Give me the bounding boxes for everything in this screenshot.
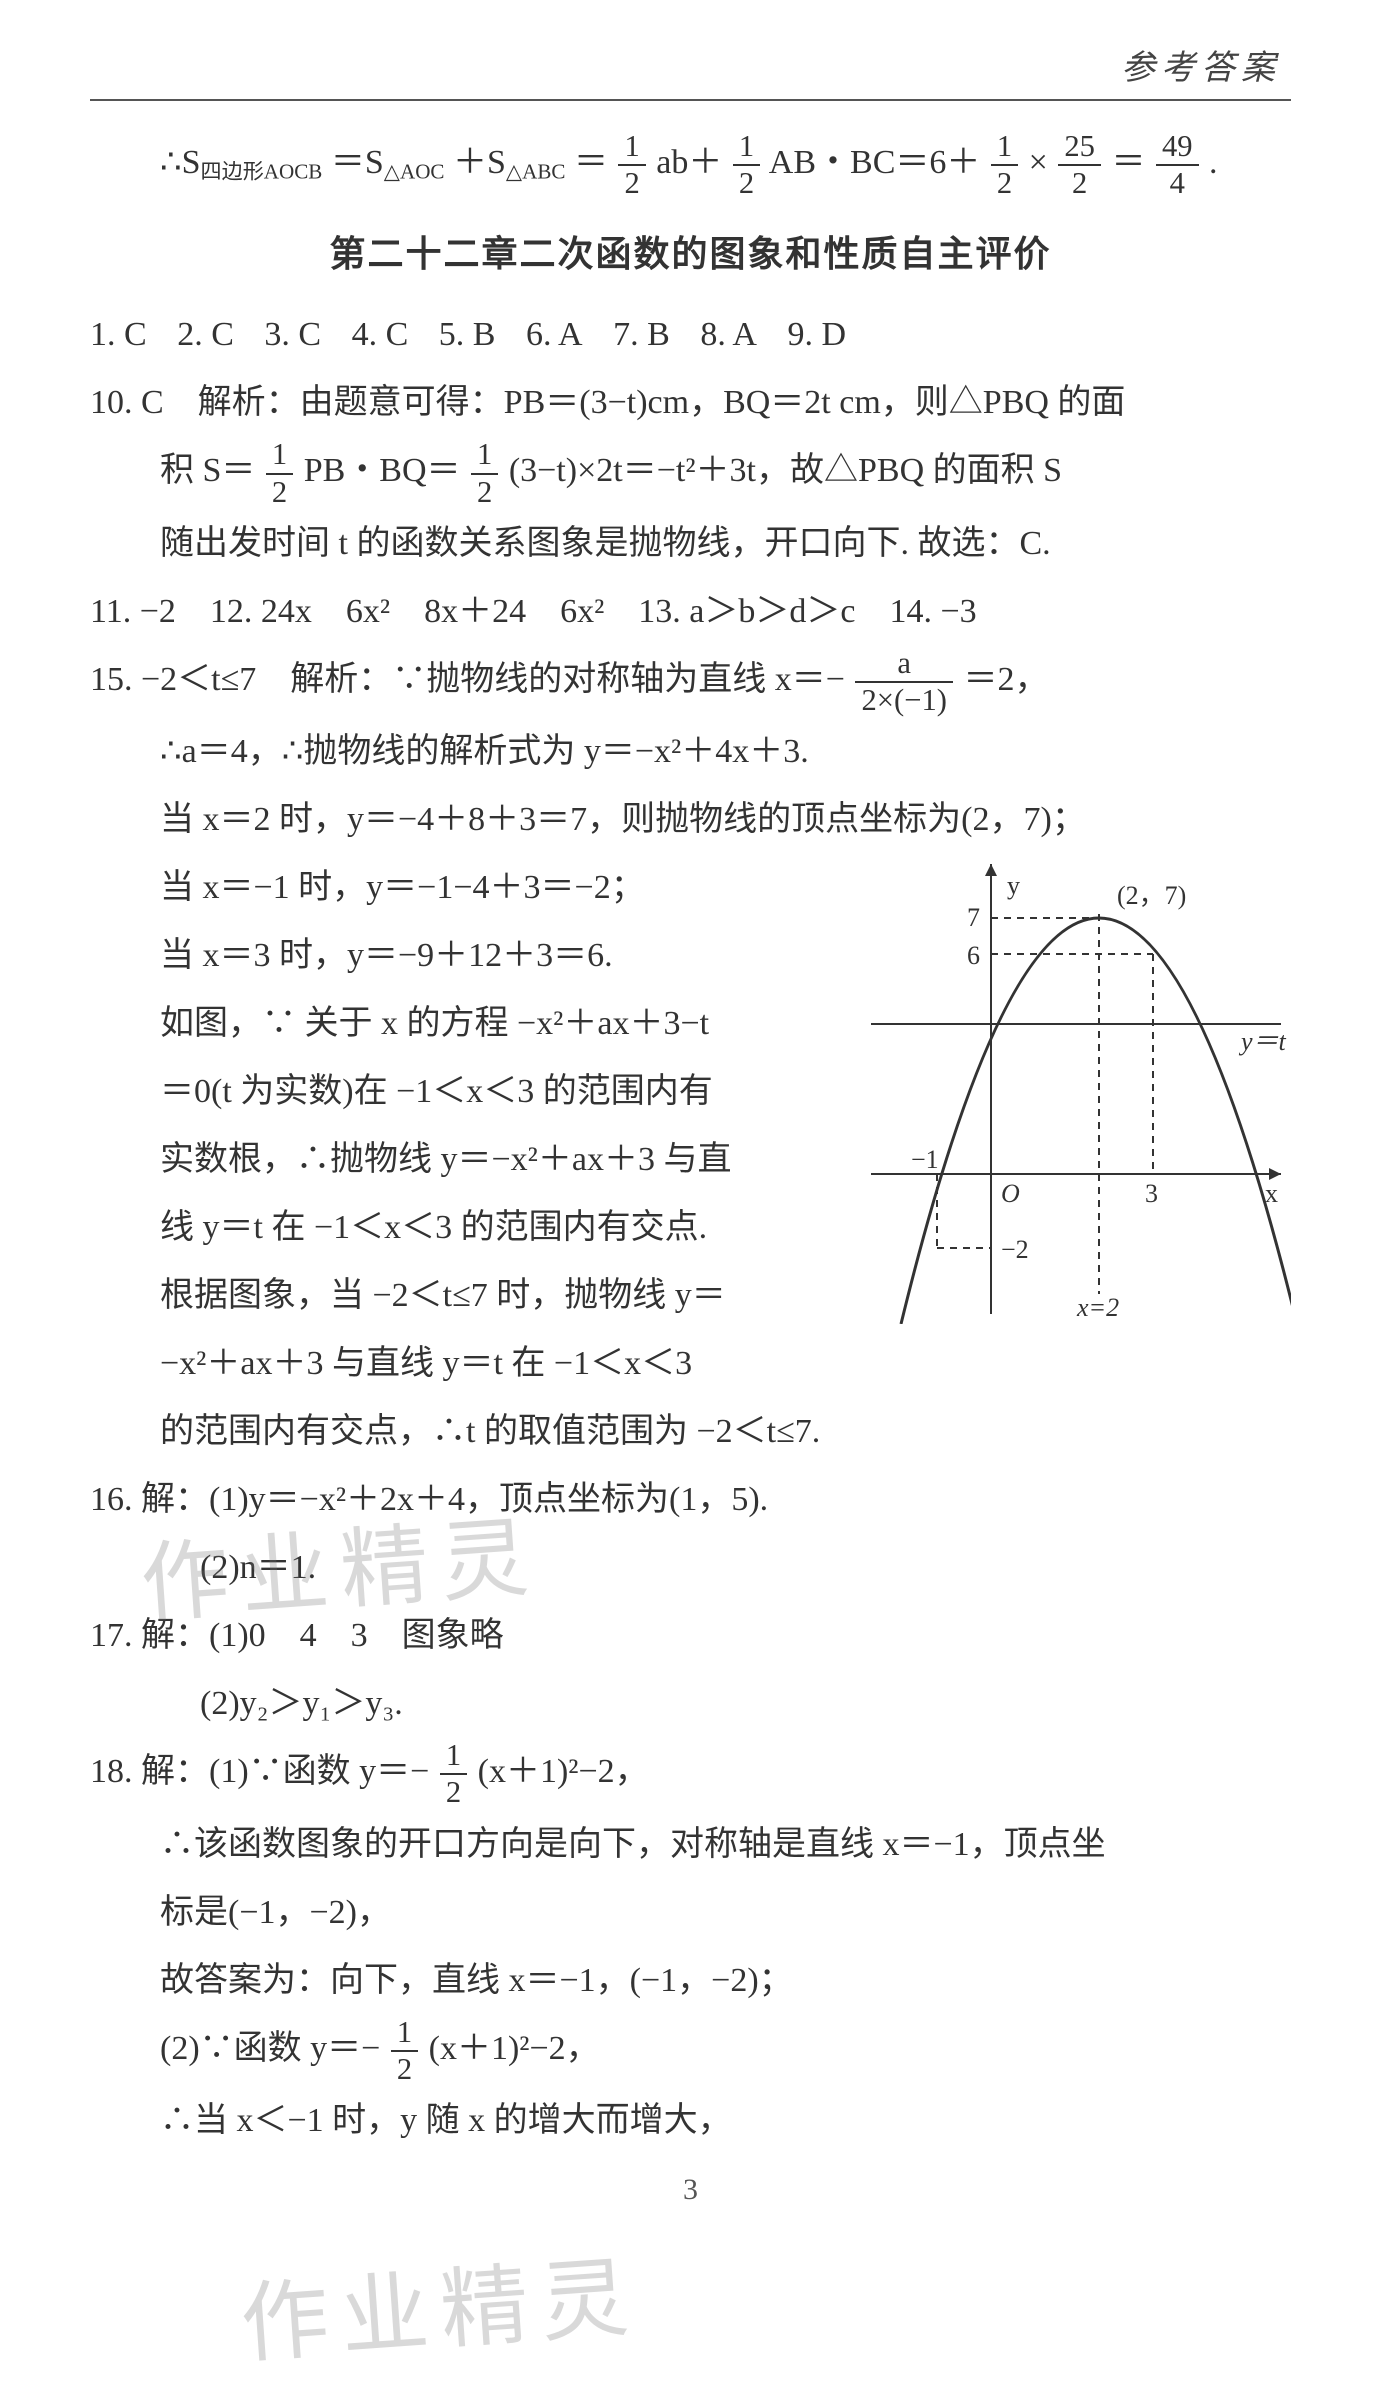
fig-xeq2: x=2 — [1076, 1293, 1119, 1322]
t-mid: ＝ — [574, 144, 608, 181]
t-plus: ＋S — [453, 144, 506, 181]
t-sub2: △AOC — [384, 159, 445, 183]
q17-l2: (2)y₂＞y₁＞y₃. — [90, 1670, 1291, 1738]
q10-l3: 随出发时间 t 的函数关系图象是抛物线，开口向下. 故选：C. — [90, 510, 1291, 578]
fig-origin: O — [1001, 1179, 1020, 1208]
fig-x3: 3 — [1145, 1179, 1158, 1208]
t-dot: . — [1209, 144, 1218, 181]
topline: ∴S四边形AOCB ＝S△AOC ＋S△ABC ＝ 12 ab＋ 12 AB・B… — [90, 129, 1291, 201]
fig-xm1: −1 — [911, 1145, 939, 1174]
t-eq2: ＝ — [1111, 144, 1145, 181]
answers-row: 1. C 2. C 3. C 4. C 5. B 6. A 7. B 8. A … — [90, 301, 1291, 369]
t-sub3: △ABC — [506, 159, 566, 183]
watermark-2: 作业精灵 — [236, 2226, 644, 2381]
q15-l5: 当 x＝3 时，y＝−9＋12＋3＝6. — [90, 922, 849, 990]
ans-1: 1. C — [90, 316, 147, 353]
q15-l9: 线 y＝t 在 −1＜x＜3 的范围内有交点. — [90, 1194, 849, 1262]
q18-f1: 12 — [440, 1738, 467, 1810]
q15-l2: ∴a＝4，∴抛物线的解析式为 y＝−x²＋4x＋3. — [90, 718, 1291, 786]
q15-l3: 当 x＝2 时，y＝−4＋8＋3＝7，则抛物线的顶点坐标为(2，7)； — [90, 786, 1291, 854]
ans-2: 2. C — [177, 316, 234, 353]
q10-f1: 12 — [266, 437, 293, 509]
q15-l6: 如图，∵ 关于 x 的方程 −x²＋ax＋3−t — [90, 990, 849, 1058]
q15-l7: ＝0(t 为实数)在 −1＜x＜3 的范围内有 — [90, 1058, 849, 1126]
parabola-figure: y x (2，7) 7 6 y＝t −1 3 O −2 x=2 — [861, 854, 1291, 1324]
q15-f1: a2×(−1) — [855, 646, 952, 718]
q15-l4: 当 x＝−1 时，y＝−1−4＋3＝−2； — [90, 854, 849, 922]
q15-l1: 15. −2＜t≤7 解析：∵抛物线的对称轴为直线 x＝− a2×(−1) ＝2… — [90, 646, 1291, 718]
fig-yt: y＝t — [1238, 1027, 1287, 1056]
t-abbc: AB・BC＝6＋ — [769, 144, 981, 181]
q15-l8: 实数根，∴抛物线 y＝−x²＋ax＋3 与直 — [90, 1126, 849, 1194]
q16-l2: (2)n＝1. — [90, 1534, 1291, 1602]
ans-6: 6. A — [526, 316, 583, 353]
q10-f2: 12 — [471, 437, 498, 509]
ans-3: 3. C — [264, 316, 321, 353]
q10-l2a: 积 S＝ — [160, 452, 255, 489]
t-ab: ab＋ — [656, 144, 722, 181]
q18-l1b: (x＋1)²−2， — [478, 1753, 649, 1790]
t-f5: 494 — [1156, 129, 1199, 201]
q10-l1: 10. C 解析：由题意可得：PB＝(3−t)cm，BQ＝2t cm，则△PBQ… — [90, 369, 1291, 437]
t-prefix: ∴S — [160, 144, 201, 181]
t-f3: 12 — [991, 129, 1018, 201]
q18-f2: 12 — [391, 2015, 418, 2087]
q18-l2: ∴该函数图象的开口方向是向下，对称轴是直线 x＝−1，顶点坐 — [90, 1811, 1291, 1879]
q15-l10: 根据图象，当 −2＜t≤7 时，抛物线 y＝ — [90, 1262, 849, 1330]
fig-y7: 7 — [967, 903, 980, 932]
q10-l2c: (3−t)×2t＝−t²＋3t，故△PBQ 的面积 S — [509, 452, 1062, 489]
header-divider — [90, 99, 1291, 101]
t-times: × — [1029, 144, 1048, 181]
q18-l1a: 18. 解：(1)∵函数 y＝− — [90, 1753, 429, 1790]
ans-8: 8. A — [700, 316, 757, 353]
fig-vertex: (2，7) — [1117, 881, 1186, 910]
q18-l3: 标是(−1，−2)， — [90, 1879, 1291, 1947]
q15-l1b: ＝2， — [963, 661, 1048, 698]
q16-l1: 16. 解：(1)y＝−x²＋2x＋4，顶点坐标为(1，5). — [90, 1466, 1291, 1534]
ans-9: 9. D — [788, 316, 847, 353]
page-number: 3 — [90, 2173, 1291, 2207]
q18-l5: (2)∵函数 y＝− 12 (x＋1)²−2， — [90, 2015, 1291, 2087]
q18-l4: 故答案为：向下，直线 x＝−1，(−1，−2)； — [90, 1947, 1291, 2015]
header-title: 参考答案 — [90, 40, 1291, 89]
q18-l1: 18. 解：(1)∵函数 y＝− 12 (x＋1)²−2， — [90, 1738, 1291, 1810]
q15-l1a: 15. −2＜t≤7 解析：∵抛物线的对称轴为直线 x＝− — [90, 661, 845, 698]
q18-l5a: (2)∵函数 y＝− — [160, 2030, 380, 2067]
q10-l2b: PB・BQ＝ — [304, 452, 461, 489]
q10-l2: 积 S＝ 12 PB・BQ＝ 12 (3−t)×2t＝−t²＋3t，故△PBQ … — [90, 437, 1291, 509]
ans-7: 7. B — [613, 316, 670, 353]
q15-l11: −x²＋ax＋3 与直线 y＝t 在 −1＜x＜3 — [90, 1330, 849, 1398]
section-title: 第二十二章二次函数的图象和性质自主评价 — [90, 225, 1291, 277]
fig-y-label: y — [1007, 871, 1020, 900]
q17-l1: 17. 解：(1)0 4 3 图象略 — [90, 1602, 1291, 1670]
ans-4: 4. C — [352, 316, 409, 353]
t-f1: 12 — [618, 129, 645, 201]
q18-l5b: (x＋1)²−2， — [429, 2030, 600, 2067]
fig-y6: 6 — [967, 941, 980, 970]
t-sub1: 四边形AOCB — [201, 159, 323, 183]
q18-l6: ∴当 x＜−1 时，y 随 x 的增大而增大， — [90, 2087, 1291, 2155]
ans-5: 5. B — [439, 316, 496, 353]
fig-x-label: x — [1265, 1179, 1278, 1208]
t-eq: ＝S — [331, 144, 384, 181]
t-f4: 252 — [1058, 129, 1101, 201]
q15-l12: 的范围内有交点，∴t 的取值范围为 −2＜t≤7. — [90, 1398, 1291, 1466]
t-f2: 12 — [733, 129, 760, 201]
q11-14: 11. −2 12. 24x 6x² 8x＋24 6x² 13. a＞b＞d＞c… — [90, 578, 1291, 646]
fig-ym2: −2 — [1001, 1235, 1029, 1264]
